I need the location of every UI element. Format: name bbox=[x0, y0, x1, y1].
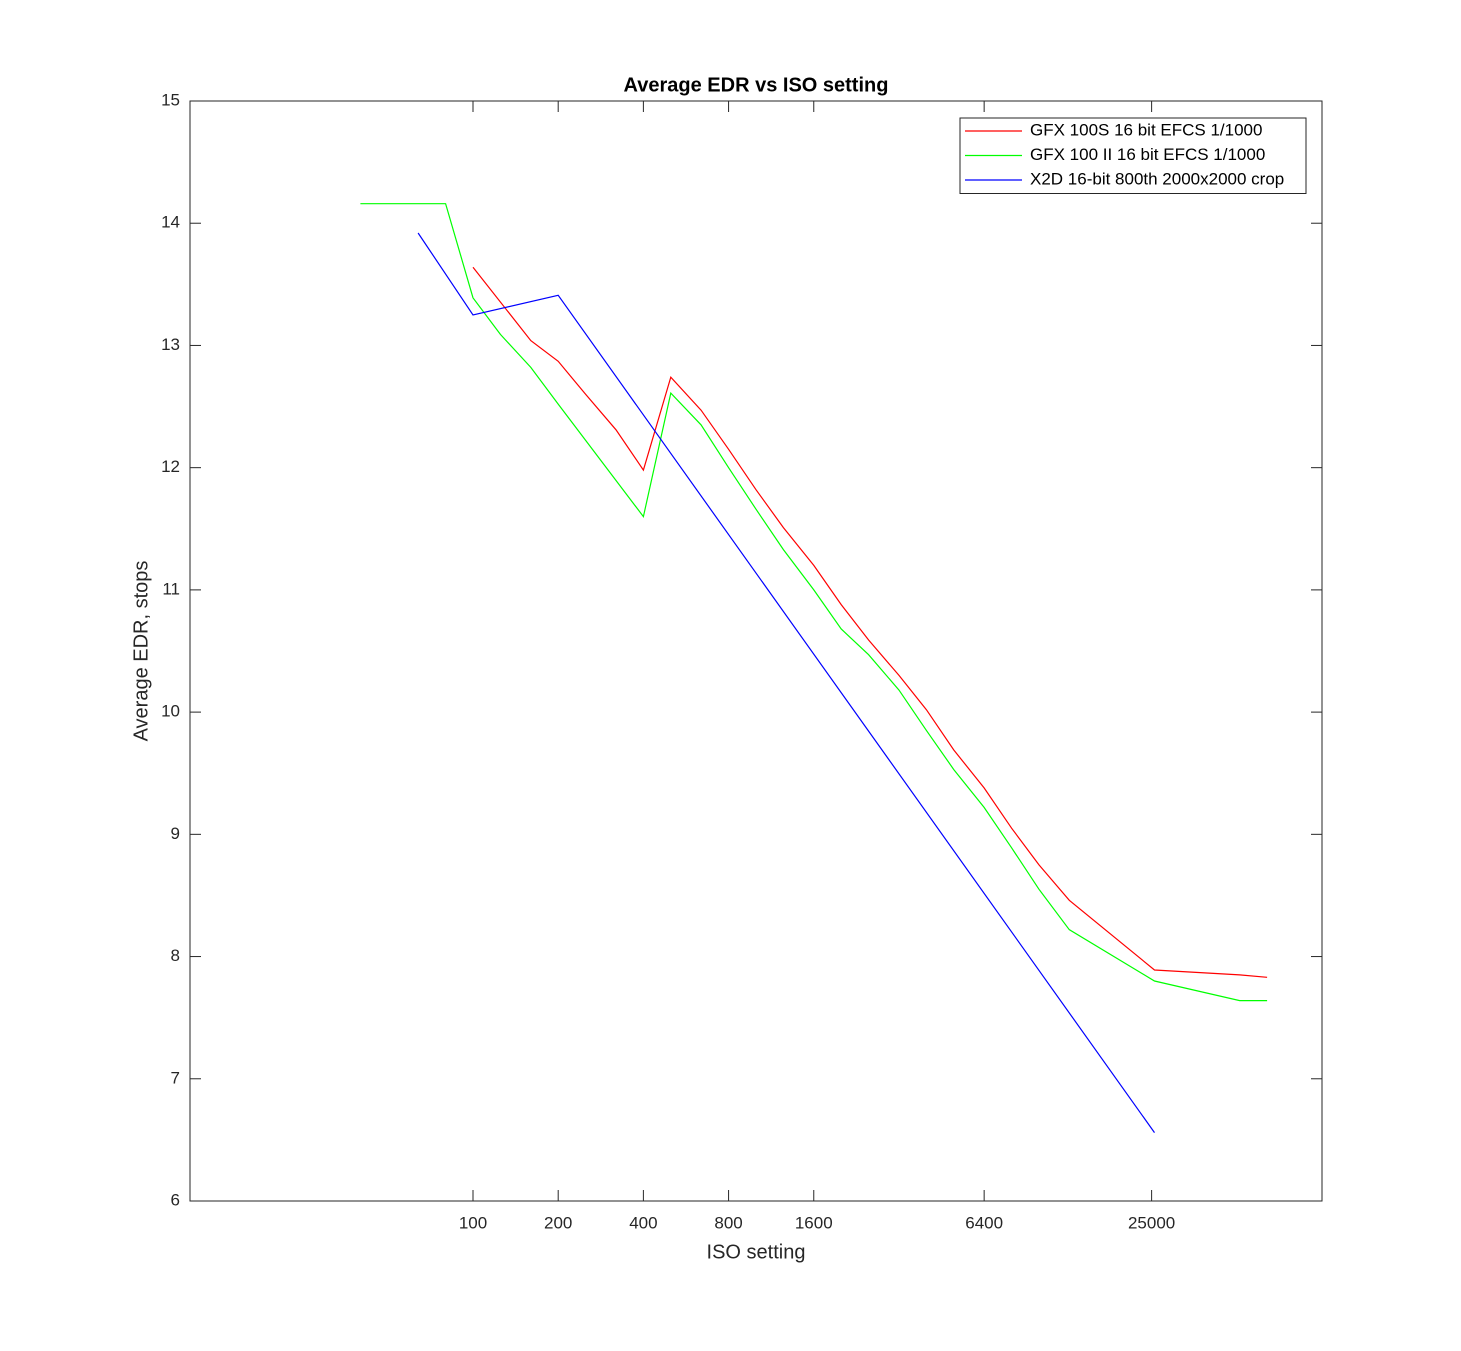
x-tick-label: 25000 bbox=[1128, 1213, 1175, 1232]
plot-area bbox=[189, 100, 1323, 1202]
y-axis-label: Average EDR, stops bbox=[130, 561, 152, 742]
y-tick-label: 14 bbox=[161, 213, 180, 232]
y-tick-label: 10 bbox=[161, 702, 180, 721]
x-axis-label: ISO setting bbox=[707, 1241, 806, 1263]
x-tick-label: 6400 bbox=[965, 1213, 1003, 1232]
x-tick-label: 1600 bbox=[795, 1213, 833, 1232]
y-tick-label: 7 bbox=[171, 1068, 180, 1087]
legend-label: GFX 100S 16 bit EFCS 1/1000 bbox=[1030, 120, 1262, 139]
y-tick-label: 13 bbox=[161, 335, 180, 354]
line-series bbox=[360, 203, 1268, 1002]
x-tick-label: 800 bbox=[714, 1213, 742, 1232]
y-tick-label: 15 bbox=[161, 90, 180, 109]
legend-label: GFX 100 II 16 bit EFCS 1/1000 bbox=[1030, 145, 1265, 164]
y-tick-label: 12 bbox=[161, 457, 180, 476]
x-tick-label: 200 bbox=[544, 1213, 572, 1232]
y-tick-label: 9 bbox=[171, 824, 180, 843]
chart-title: Average EDR vs ISO setting bbox=[624, 74, 889, 96]
x-tick-label: 100 bbox=[459, 1213, 487, 1232]
y-tick-label: 6 bbox=[171, 1190, 180, 1209]
legend-label: X2D 16-bit 800th 2000x2000 crop bbox=[1030, 169, 1284, 188]
y-tick-label: 11 bbox=[162, 579, 180, 598]
y-tick-label: 8 bbox=[171, 946, 180, 965]
line-series bbox=[472, 266, 1268, 978]
line-series bbox=[417, 232, 1155, 1133]
x-tick-label: 400 bbox=[629, 1213, 657, 1232]
